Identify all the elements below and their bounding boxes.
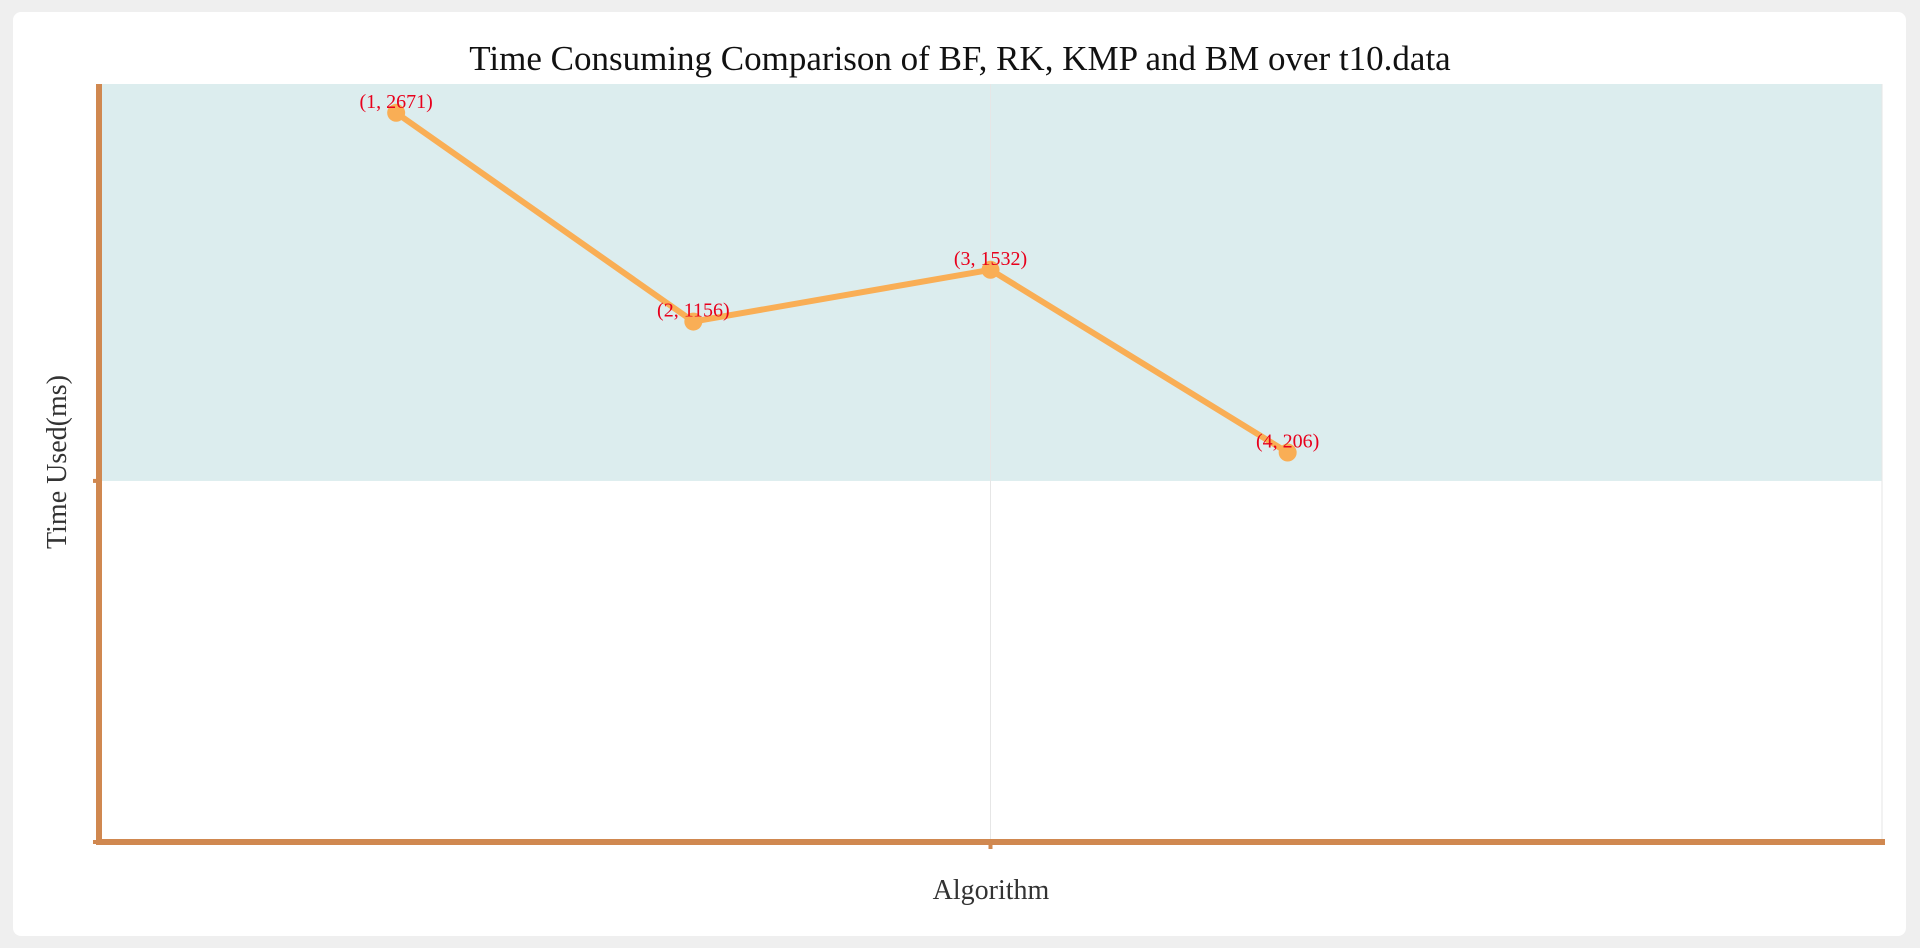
data-point-1	[387, 103, 406, 122]
data-point-3	[981, 260, 1000, 279]
data-point-4	[1278, 443, 1297, 462]
y-axis-label: Time Used(ms)	[42, 375, 73, 549]
data-point-2	[684, 312, 703, 331]
data-label-2: (2, 1156)	[657, 300, 730, 322]
data-label-3: (3, 1532)	[954, 248, 1027, 270]
x-axis-label: Algorithm	[933, 875, 1050, 906]
data-label-4: (4, 206)	[1256, 431, 1319, 453]
chart-title: Time Consuming Comparison of BF, RK, KMP…	[469, 39, 1451, 78]
series-line	[393, 109, 1291, 456]
data-label-1: (1, 2671)	[360, 91, 433, 113]
